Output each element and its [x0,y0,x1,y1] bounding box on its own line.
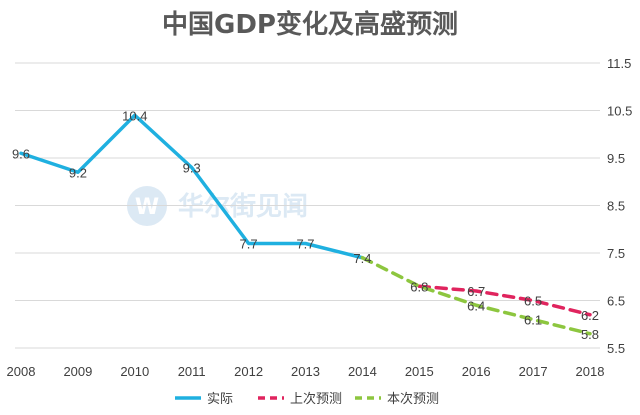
x-tick-label: 2016 [462,364,491,379]
data-label: 9.3 [183,161,201,176]
y-tick-label: 6.5 [607,294,625,309]
x-tick-label: 2008 [7,364,36,379]
watermark: W 华尔街见闻 [127,186,308,226]
data-label: 6.8 [410,279,428,294]
x-tick-label: 2010 [120,364,149,379]
legend: 实际 上次预测 本次预测 [175,391,439,407]
x-tick-label: 2013 [291,364,320,379]
y-tick-label: 10.5 [607,104,632,119]
data-label: 7.7 [240,237,258,252]
legend-label: 上次预测 [290,391,342,407]
watermark-text: 华尔街见闻 [178,191,308,222]
legend-label: 实际 [207,392,233,407]
x-tick-label: 2009 [63,364,92,379]
y-axis-ticks: 5.5 6.5 7.5 8.5 9.5 10.5 11.5 [607,56,632,356]
y-tick-label: 11.5 [607,56,631,71]
data-label: 6.4 [467,298,485,313]
x-tick-label: 2014 [348,364,377,379]
gridlines [15,62,600,349]
data-label: 9.2 [69,165,87,180]
data-label: 6.1 [524,313,542,328]
data-label: 6.7 [467,284,485,299]
data-label: 7.4 [353,251,371,266]
y-tick-label: 9.5 [607,151,625,166]
data-label: 7.7 [296,237,314,252]
x-tick-label: 2012 [234,364,263,379]
x-axis-ticks: 2008 2009 2010 2011 2012 2013 2014 2015 2016 2017… [7,364,605,379]
y-tick-label: 5.5 [607,341,625,356]
chart-title: 中国GDP变化及高盛预测 [162,9,458,40]
y-tick-label: 7.5 [607,246,625,261]
data-label: 10.4 [122,108,147,123]
series-line-3 [360,256,592,336]
x-tick-label: 2011 [178,364,206,379]
x-tick-label: 2015 [405,364,434,379]
watermark-logo-letter: W [135,195,159,220]
legend-label: 本次预测 [387,391,439,407]
x-tick-label: 2018 [576,364,605,379]
data-label: 5.8 [581,327,599,342]
series-line-2 [417,284,592,317]
data-labels: 9.6 9.2 10.4 9.3 7.7 7.7 7.4 6.8 6.7 6.5 6.2 6.4 6.1… [12,108,599,342]
series-line-1 [19,113,365,260]
data-label: 6.2 [581,308,599,323]
y-tick-label: 8.5 [607,199,625,214]
data-label: 6.5 [524,294,542,309]
series-lines [19,113,592,336]
data-label: 9.6 [12,146,30,161]
x-tick-label: 2017 [519,364,548,379]
